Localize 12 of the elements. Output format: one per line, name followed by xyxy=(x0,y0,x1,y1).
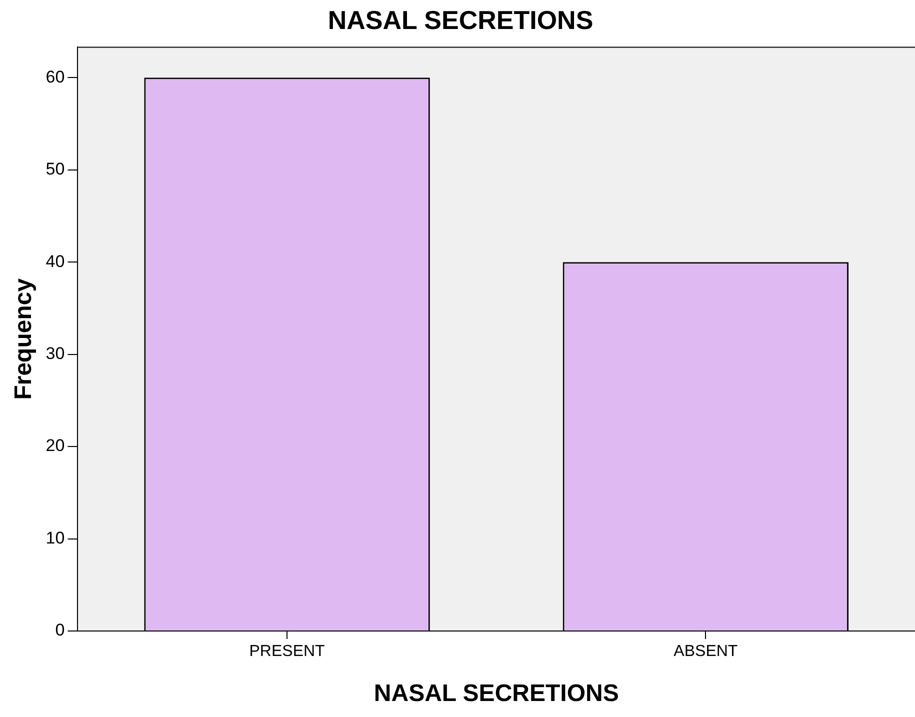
chart-title: NASAL SECRETIONS xyxy=(328,4,594,35)
y-tick-label: 60 xyxy=(46,67,65,86)
x-tick-label: PRESENT xyxy=(249,643,326,660)
y-tick-label: 0 xyxy=(55,620,65,640)
y-tick-label: 50 xyxy=(46,160,65,179)
x-axis-title: NASAL SECRETIONS xyxy=(374,680,619,708)
y-axis-title: Frequency xyxy=(10,278,38,400)
y-tick-label: 20 xyxy=(46,436,65,456)
x-tick-label: ABSENT xyxy=(674,643,738,660)
y-tick-label: 30 xyxy=(46,344,65,364)
y-tick-label: 10 xyxy=(46,528,65,548)
y-tick-label: 40 xyxy=(46,252,65,271)
